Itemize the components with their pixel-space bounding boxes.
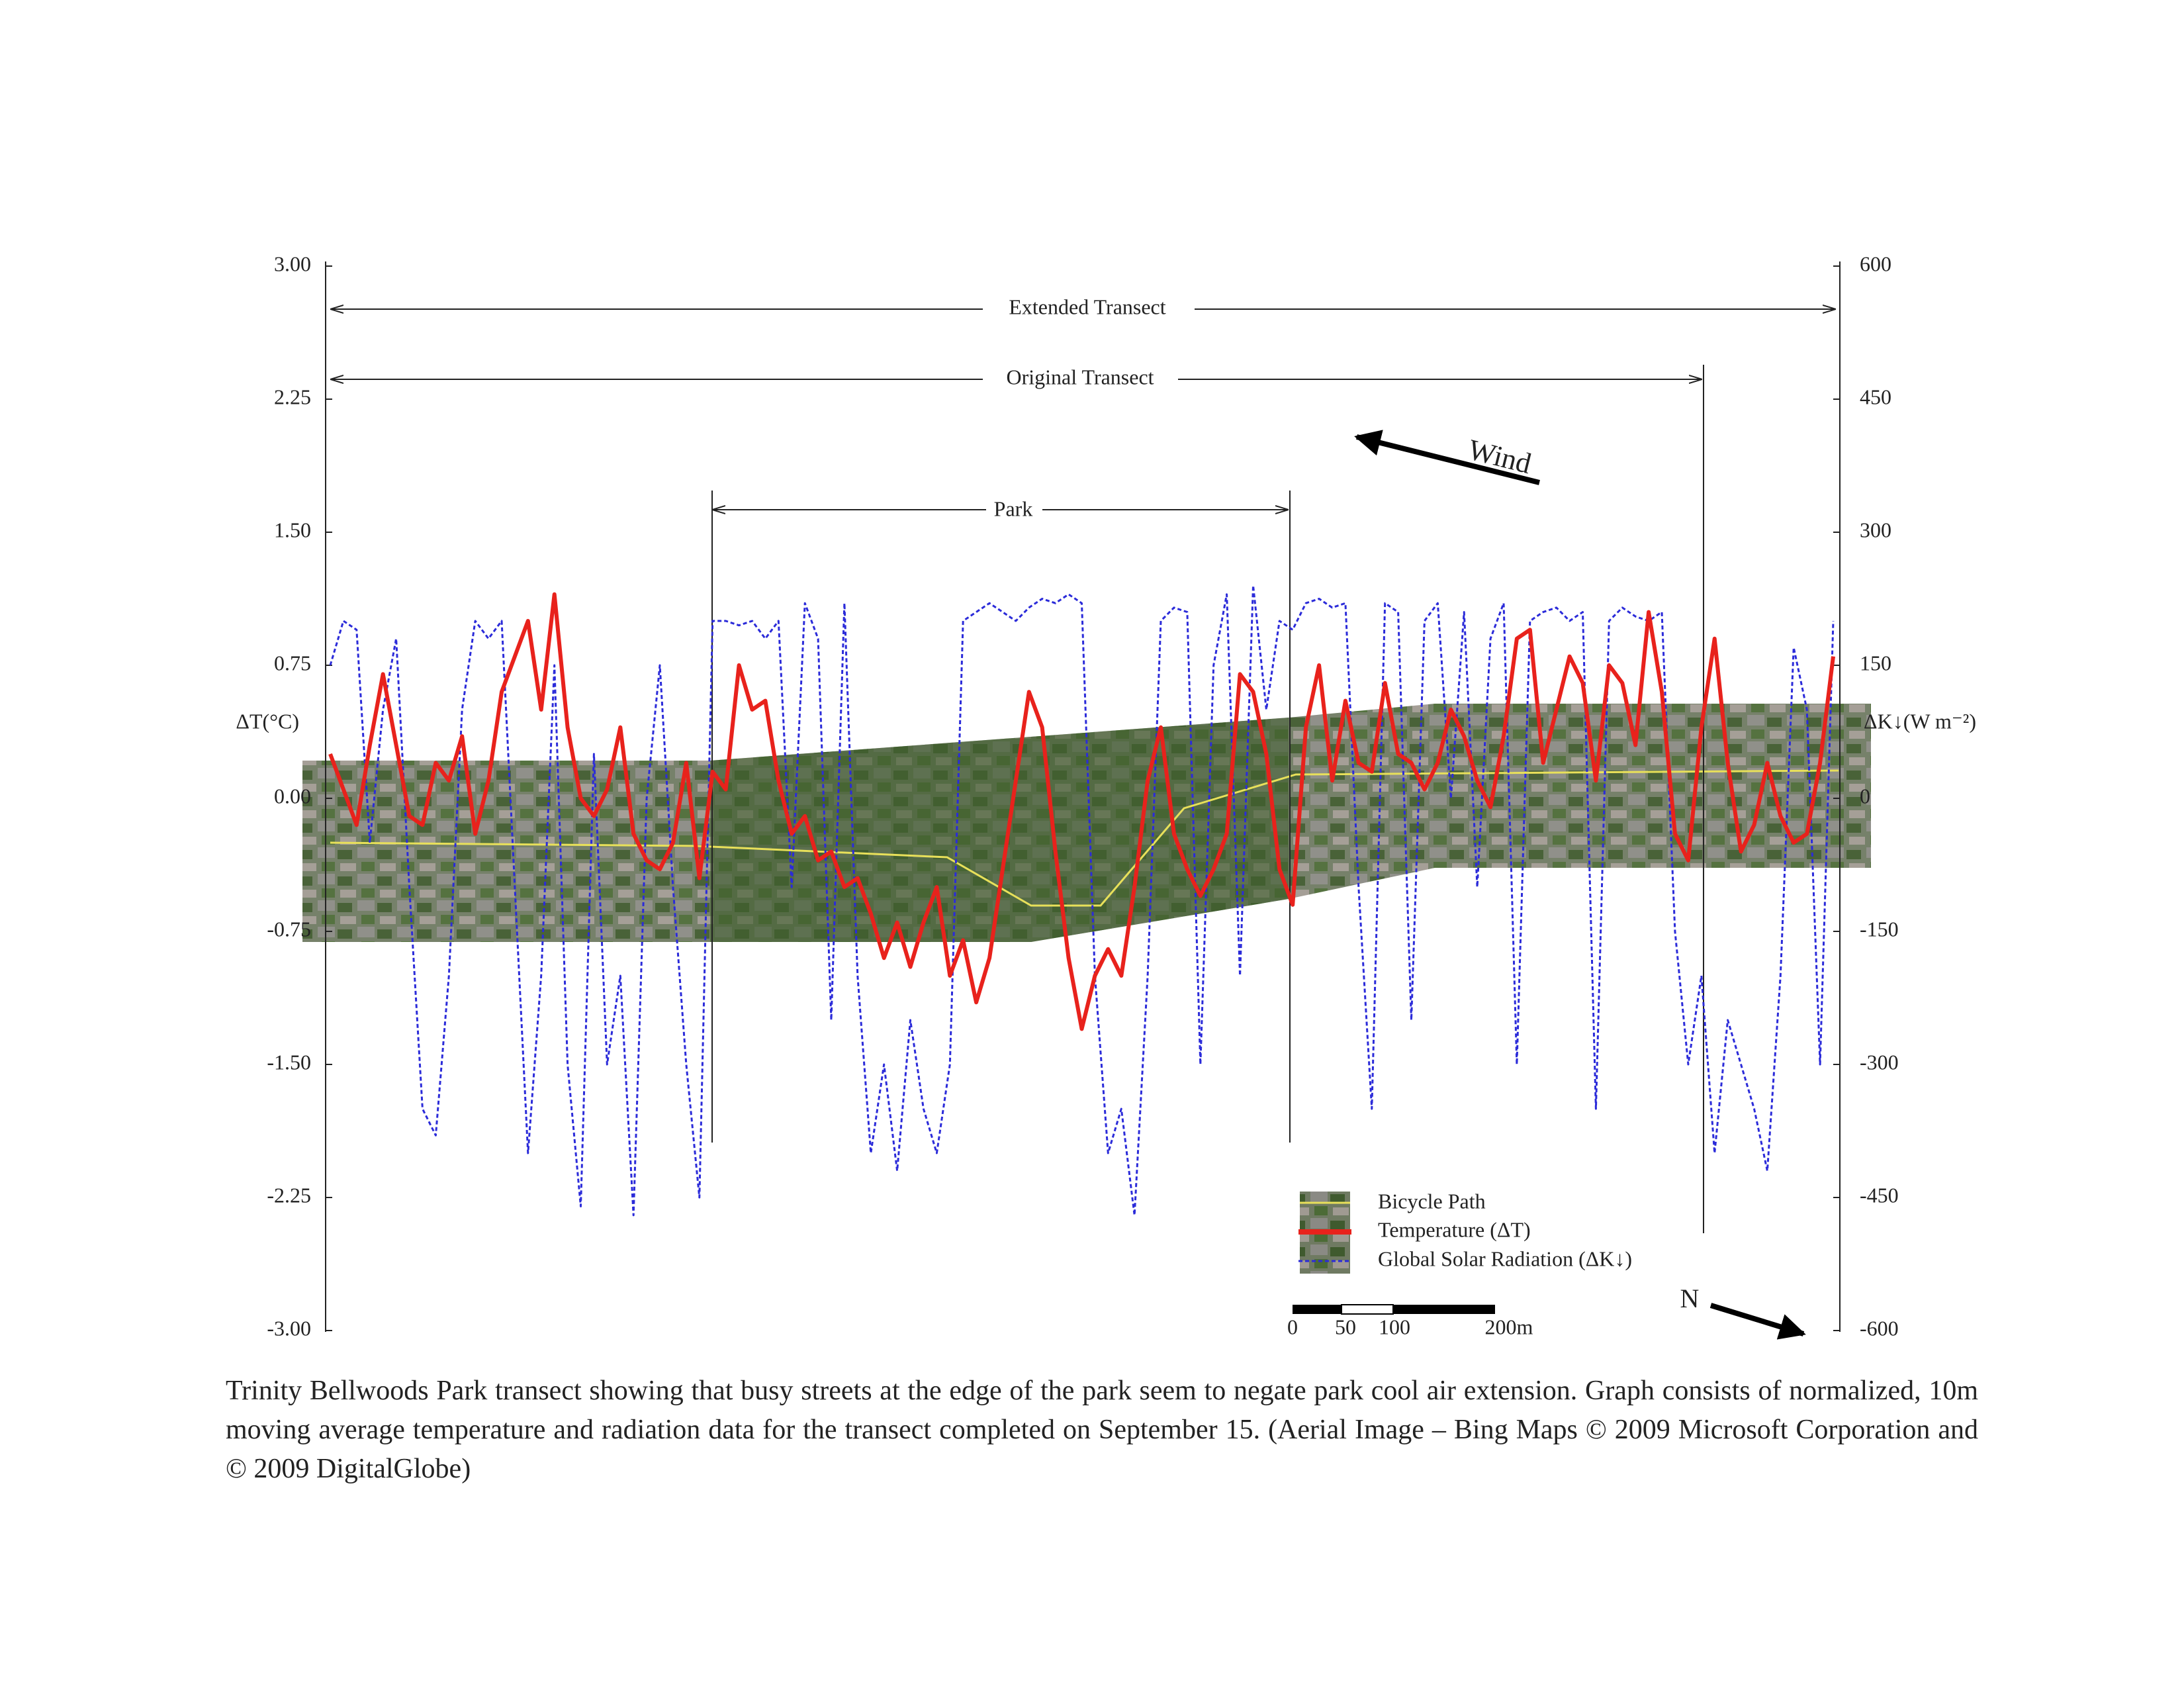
bicycle-path <box>330 769 1839 907</box>
axes <box>325 261 1841 1332</box>
north-arrow <box>1709 1303 1806 1340</box>
y2-tick-label: -450 <box>1860 1183 1899 1207</box>
scale-label: 100 <box>1379 1315 1410 1338</box>
legend-label: Global Solar Radiation (ΔK↓) <box>1378 1246 1632 1270</box>
annotation: N <box>1680 1284 1700 1313</box>
caption: Trinity Bellwoods Park transect showing … <box>226 1376 1978 1484</box>
y2-axis-label: ΔK↓(W m⁻²) <box>1864 709 1976 733</box>
scale-label: 200m <box>1485 1315 1533 1338</box>
y-tick-label: -1.50 <box>267 1050 311 1074</box>
series-line <box>328 592 1835 1031</box>
y2-tick-label: 450 <box>1860 385 1891 408</box>
scale-bar: 0 50 100 200m <box>1287 1304 1533 1338</box>
annotation: Extended Transect <box>1009 295 1165 318</box>
scale-segment <box>1341 1304 1394 1315</box>
y2-tick-label: 0 <box>1860 784 1870 808</box>
scale-segment <box>1393 1305 1495 1314</box>
y-tick-label: -3.00 <box>267 1316 311 1340</box>
y2-tick-label: 600 <box>1860 252 1891 275</box>
y-tick-label: 0.00 <box>274 784 311 808</box>
y-tick-label: 0.75 <box>274 651 311 675</box>
scale-segment <box>1293 1305 1342 1314</box>
y-tick-label: 1.50 <box>274 518 311 541</box>
y-tick-label: -2.25 <box>267 1183 311 1207</box>
wind-arrow <box>1354 430 1540 485</box>
annotation: Park <box>994 496 1033 520</box>
y2-tick-label: 150 <box>1860 651 1891 675</box>
series-line <box>329 584 1835 1217</box>
y-tick-label: -0.75 <box>267 917 311 941</box>
annotation: Wind <box>1465 433 1535 480</box>
y2-tick-label: -150 <box>1860 917 1899 941</box>
scale-label: 0 <box>1287 1315 1298 1338</box>
y2-tick-label: -300 <box>1860 1050 1899 1074</box>
y-tick-label: 3.00 <box>274 252 311 275</box>
legend-label: Bicycle Path <box>1378 1189 1486 1213</box>
y-axis-label: ΔT(°C) <box>236 709 299 733</box>
scale-label: 50 <box>1335 1315 1356 1338</box>
legend-label: Temperature (ΔT) <box>1378 1217 1531 1241</box>
y2-tick-label: 300 <box>1860 518 1891 541</box>
annotation: Original Transect <box>1006 365 1154 389</box>
y-tick-label: 2.25 <box>274 385 311 408</box>
y2-tick-label: -600 <box>1860 1316 1899 1340</box>
